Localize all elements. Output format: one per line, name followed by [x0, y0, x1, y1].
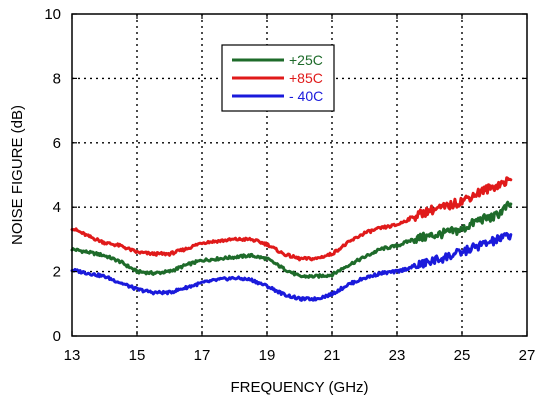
y-tick-label: 0 — [53, 328, 61, 345]
series-line-25C — [70, 200, 513, 279]
x-tick-label: 17 — [194, 347, 211, 364]
y-tick-label: 2 — [53, 264, 61, 281]
legend: +25C +85C - 40C — [221, 44, 335, 112]
y-tick-label: 4 — [53, 199, 61, 216]
series-line-85C — [70, 176, 513, 262]
series-line-40C — [70, 231, 513, 302]
x-tick-label: 27 — [519, 347, 536, 364]
x-tick-label: 21 — [324, 347, 341, 364]
y-tick-label: 10 — [44, 6, 61, 23]
legend-label: - 40C — [289, 88, 323, 104]
axis-ticks — [71, 13, 528, 337]
legend-label: +85C — [289, 70, 323, 86]
x-tick-label: 15 — [129, 347, 146, 364]
series-lines — [70, 176, 513, 302]
x-tick-label: 23 — [389, 347, 406, 364]
x-tick-label: 13 — [64, 347, 81, 364]
y-axis-title: NOISE FIGURE (dB) — [9, 105, 26, 245]
x-tick-label: 19 — [259, 347, 276, 364]
plot-frame — [71, 13, 528, 337]
x-axis-title: FREQUENCY (GHz) — [230, 379, 368, 396]
x-tick-label: 25 — [454, 347, 471, 364]
x-tick-labels: 13 15 17 19 21 23 25 27 — [64, 347, 536, 364]
y-tick-label: 8 — [53, 70, 61, 87]
legend-label: +25C — [289, 52, 323, 68]
y-tick-label: 6 — [53, 135, 61, 152]
y-tick-labels: 0 2 4 6 8 10 — [44, 6, 61, 345]
